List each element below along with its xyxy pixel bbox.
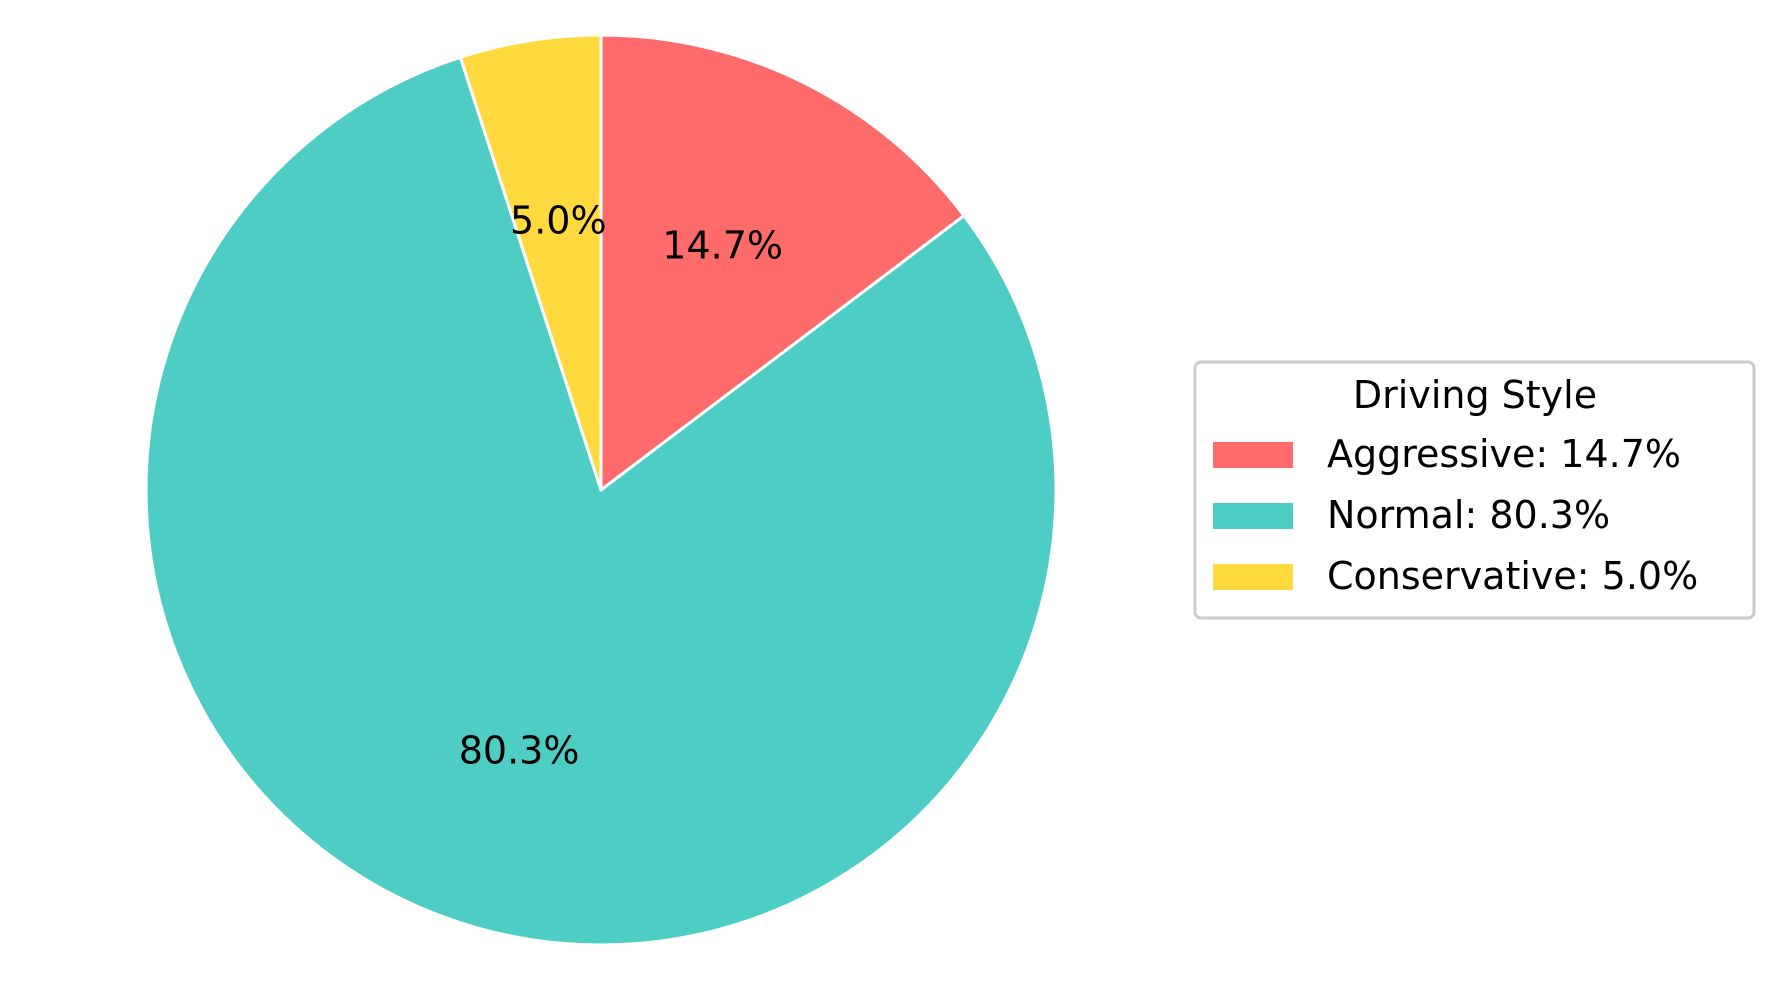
- pie-slice-aggressive: [599, 33, 966, 492]
- pie-label-conservative: 5.0%: [510, 198, 607, 242]
- legend-title: Driving Style: [1353, 373, 1597, 417]
- legend-label-normal: Normal: 80.3%: [1327, 493, 1610, 537]
- legend-entries: Aggressive: 14.7% Normal: 80.3% Conservati…: [1213, 432, 1698, 598]
- pie-slices: [144, 33, 1058, 947]
- legend-frame: [1193, 360, 1756, 620]
- legend-label-conservative: Conservative: 5.0%: [1327, 554, 1698, 598]
- legend-label-aggressive: Aggressive: 14.7%: [1327, 432, 1681, 476]
- legend-swatch-normal: [1213, 503, 1293, 529]
- legend-swatch-conservative: [1213, 564, 1293, 590]
- pie-label-aggressive: 14.7%: [662, 224, 783, 268]
- pie-label-normal: 80.3%: [459, 728, 580, 772]
- pie-slice-conservative: [458, 33, 603, 492]
- pie-slice-normal: [144, 55, 1058, 947]
- legend: Driving Style Aggressive: 14.7% Normal: 8…: [1193, 360, 1756, 620]
- legend-swatch-aggressive: [1213, 442, 1293, 468]
- pie-percent-labels: 14.7% 80.3% 5.0%: [459, 198, 783, 772]
